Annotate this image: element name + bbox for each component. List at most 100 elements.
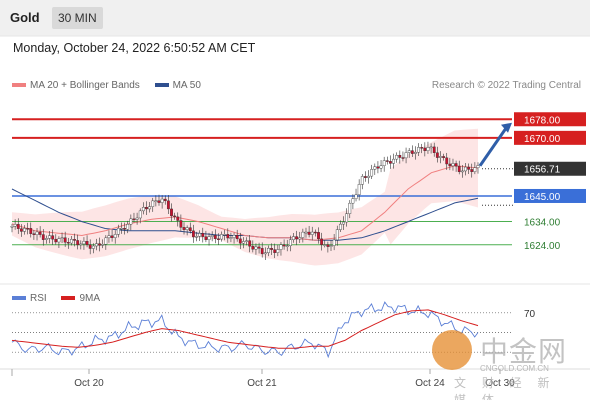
watermark: 中金网 CNGOLD.COM.CN 文 财 经 新 媒 体 [432, 330, 582, 400]
candle-body [407, 150, 411, 153]
candle-body [373, 166, 377, 170]
rsi-line [11, 301, 479, 359]
candle-body [163, 198, 167, 202]
candle-body [417, 147, 420, 153]
timeframe-badge[interactable]: 30 MIN [52, 7, 103, 29]
candle-body [98, 243, 101, 246]
ma20-line [11, 165, 479, 241]
candle-body [120, 228, 123, 230]
candle-body [323, 244, 327, 246]
candle-body [423, 147, 427, 151]
ma50-swatch [154, 83, 169, 88]
candle-body [191, 230, 195, 238]
level-label-box [514, 112, 586, 127]
candle-body [170, 208, 173, 217]
candle-body [123, 228, 126, 230]
candle-body [304, 231, 308, 234]
candle-body [320, 238, 324, 246]
legend-item-ma50: MA 50 [154, 80, 201, 91]
current-price-box [514, 161, 586, 176]
candle-body [226, 234, 230, 239]
candle-body [154, 200, 158, 202]
candle-body [279, 244, 283, 250]
candle-body [23, 228, 26, 232]
candle-body [420, 147, 424, 149]
level-label-1624-00: 1624.00 [524, 241, 561, 252]
candle-body [326, 244, 330, 247]
candle-body [467, 166, 471, 170]
candle-body [351, 198, 355, 204]
level-label-1678-00: 1678.00 [524, 115, 561, 126]
candle-body [10, 225, 14, 228]
legend-label-9ma: 9MA [79, 293, 101, 304]
candle-body [107, 235, 111, 239]
legend-label-rsi: RSI [30, 293, 47, 304]
candle-body [273, 249, 277, 253]
watermark-subtitle: 文 财 经 新 媒 体 [454, 376, 556, 400]
candle-body [220, 234, 223, 240]
candle-body [342, 221, 345, 225]
candle-body [35, 231, 39, 235]
candle-body [38, 231, 42, 235]
candle-body [335, 229, 339, 241]
current-price-label: 1656.71 [524, 165, 561, 176]
candle-body [251, 245, 255, 250]
candle-body [295, 236, 299, 240]
candle-body [148, 206, 152, 210]
candle-body [91, 245, 95, 249]
candle-body [404, 152, 408, 159]
level-label-box [514, 130, 586, 145]
candle-body [19, 228, 23, 232]
candle-body [285, 245, 289, 248]
candle-body [245, 240, 248, 242]
candle-body [476, 165, 480, 168]
candle-body [157, 200, 161, 203]
candle-body [426, 147, 430, 151]
level-label-1634-00: 1634.00 [524, 218, 561, 229]
candle-body [113, 234, 117, 238]
candle-body [370, 169, 374, 177]
candle-body [376, 166, 380, 169]
candle-body [16, 224, 20, 229]
candle-body [238, 238, 242, 244]
candle-body [41, 234, 45, 240]
candle-body [179, 220, 183, 228]
candle-body [473, 167, 477, 172]
candle-body [73, 239, 76, 241]
watermark-logo [432, 330, 472, 370]
candle-body [389, 161, 392, 164]
candle-body [235, 234, 239, 240]
candle-body [307, 231, 311, 235]
candle-body [201, 233, 205, 237]
candle-body [229, 237, 233, 239]
candle-body [292, 236, 295, 240]
candle-body [79, 243, 83, 246]
candle-body [332, 239, 336, 246]
rsi-9ma-line [11, 309, 479, 349]
candle-body [257, 246, 261, 249]
candle-body [263, 252, 267, 255]
legend-item-9ma: 9MA [61, 293, 100, 304]
candle-body [116, 228, 120, 235]
forecast-arrow-head [501, 122, 512, 133]
candle-body [88, 244, 92, 249]
candle-body [141, 207, 145, 212]
research-credit: Research © 2022 Trading Central [431, 80, 581, 91]
candle-body [182, 227, 186, 230]
candle-body [470, 169, 474, 172]
candle-body [454, 163, 458, 167]
candle-body [338, 223, 342, 230]
candle-body [310, 231, 314, 235]
candle-body [185, 227, 189, 230]
candle-body [401, 157, 405, 159]
candle-body [382, 160, 386, 166]
candle-body [276, 249, 280, 253]
header-bar: Gold 30 MIN [0, 0, 590, 36]
candle-body [166, 200, 170, 210]
candle-body [13, 224, 17, 227]
legend-label-bollinger: MA 20 + Bollinger Bands [30, 80, 140, 91]
candle-body [76, 240, 80, 246]
candle-body [442, 156, 445, 158]
candle-body [173, 215, 177, 218]
